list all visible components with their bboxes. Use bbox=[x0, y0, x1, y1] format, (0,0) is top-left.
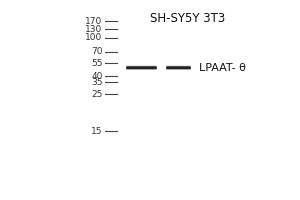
Text: 25: 25 bbox=[91, 90, 103, 99]
Text: 100: 100 bbox=[85, 33, 103, 42]
Text: 55: 55 bbox=[91, 58, 103, 68]
Text: 35: 35 bbox=[91, 78, 103, 87]
Text: 70: 70 bbox=[91, 47, 103, 56]
Text: 130: 130 bbox=[85, 25, 103, 34]
Text: 15: 15 bbox=[91, 127, 103, 136]
Text: 40: 40 bbox=[91, 72, 103, 81]
Text: SH-SY5Y 3T3: SH-SY5Y 3T3 bbox=[150, 12, 225, 25]
Text: 170: 170 bbox=[85, 17, 103, 26]
Text: LPAAT- θ: LPAAT- θ bbox=[199, 63, 246, 73]
